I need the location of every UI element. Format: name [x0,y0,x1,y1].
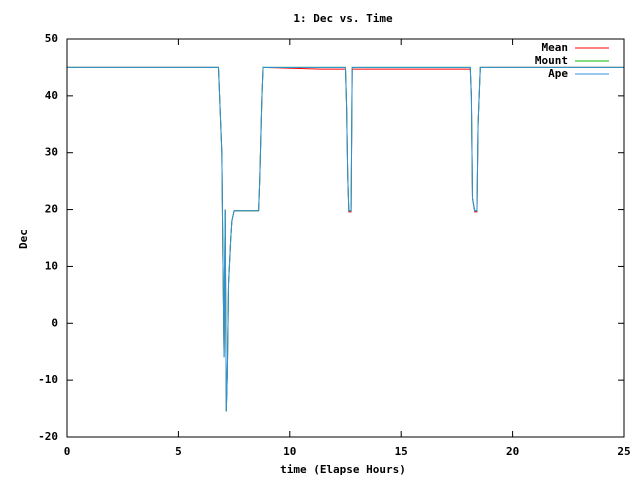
x-tick-label: 5 [175,445,182,458]
y-axis-label: Dec [17,229,30,249]
y-tick-label: -20 [38,430,58,443]
legend-label: Mount [535,54,568,67]
x-tick-label: 0 [64,445,71,458]
series-line [67,66,624,412]
x-tick-label: 15 [395,445,408,458]
y-tick-label: 30 [45,146,58,159]
y-tick-label: 10 [45,259,58,272]
x-tick-label: 20 [506,445,519,458]
plot-border [66,38,625,438]
y-tick-label: 20 [45,203,58,216]
x-tick-label: 10 [283,445,296,458]
chart-title: 1: Dec vs. Time [293,12,393,25]
legend-label: Ape [548,67,568,80]
y-tick-label: 0 [51,316,58,329]
series-line [67,66,624,412]
legend-label: Mean [542,41,569,54]
x-axis-label: time (Elapse Hours) [280,463,406,476]
x-tick-label: 25 [617,445,630,458]
y-tick-label: 40 [45,89,58,102]
series-line [67,66,624,412]
y-tick-label: 50 [45,32,58,45]
y-tick-label: -10 [38,373,58,386]
